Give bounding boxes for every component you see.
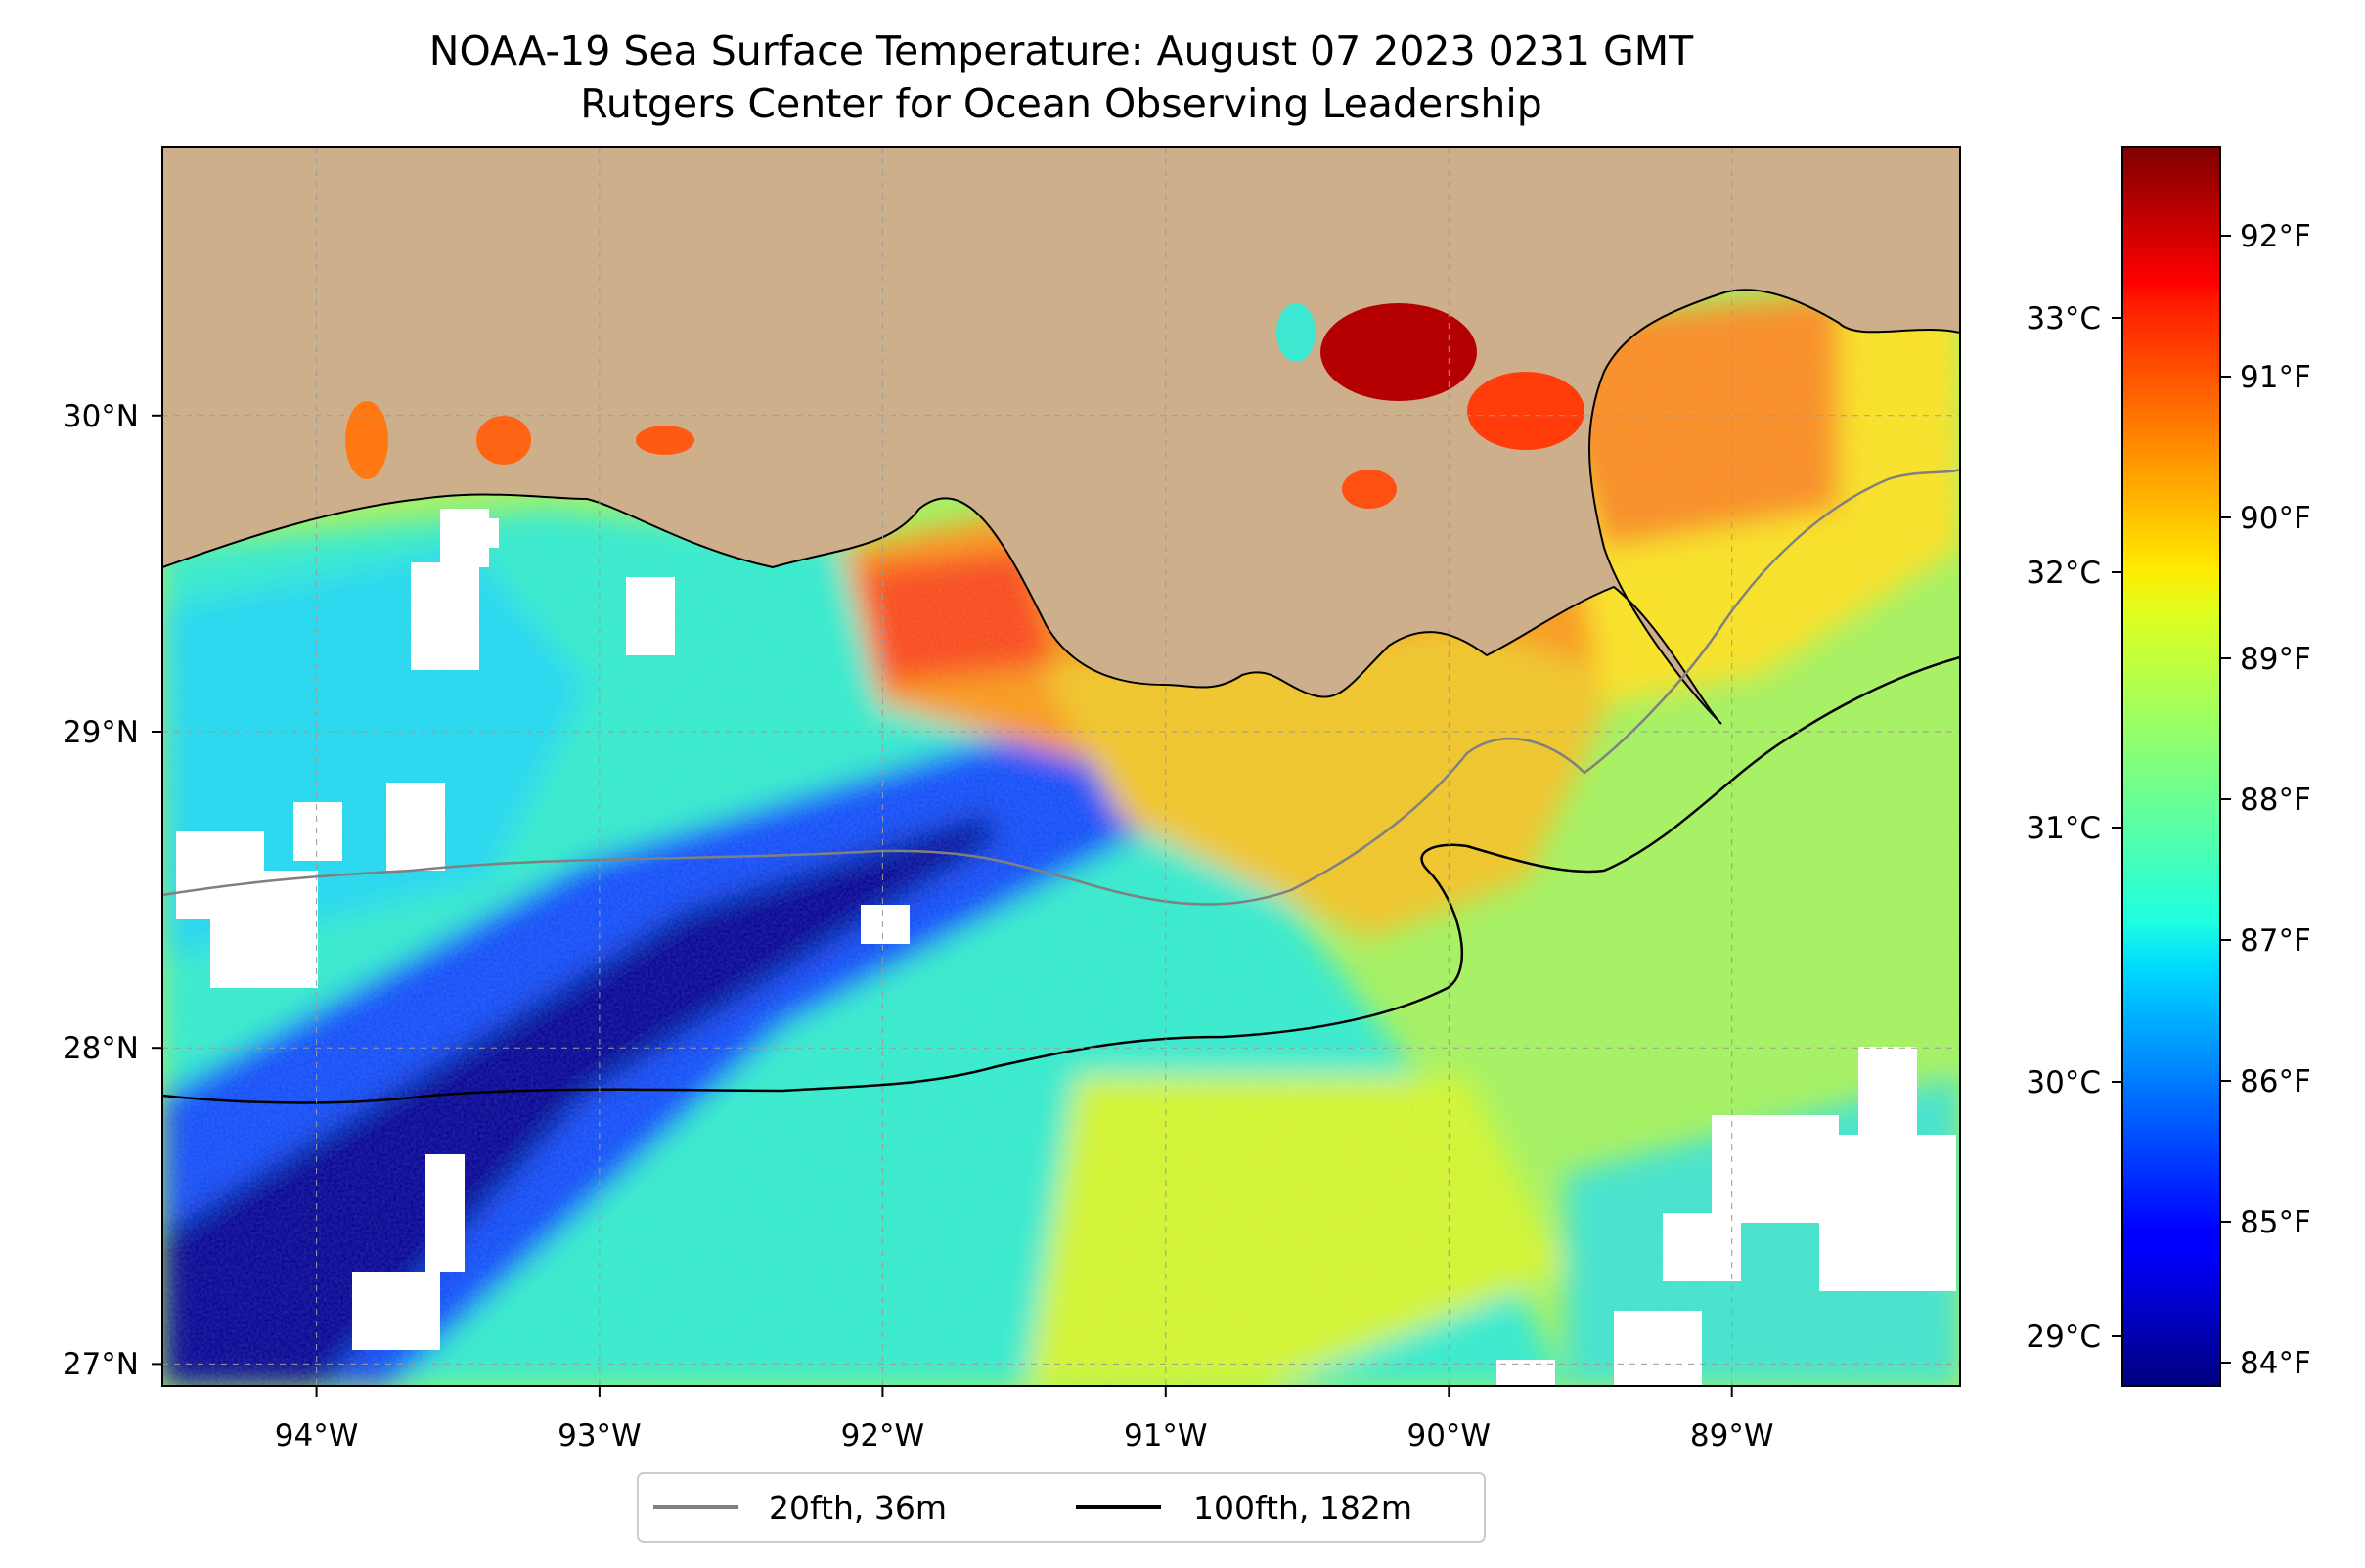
colorbar-c-tick: 30°C: [2026, 1065, 2101, 1100]
isobath-100fth: [162, 655, 1960, 1104]
lat-tick-label: 28°N: [63, 1031, 139, 1066]
colorbar-c-tick: 33°C: [2026, 301, 2101, 336]
colorbar-c-tick: 31°C: [2026, 811, 2101, 846]
colorbar-f-tick: 87°F: [2240, 923, 2311, 959]
map-frame: [161, 146, 1961, 1387]
lat-tick-label: 27°N: [63, 1347, 139, 1382]
colorbar-gradient: [2121, 146, 2221, 1387]
colorbar: 84°F 85°F 86°F 87°F 88°F 89°F 90°F 91°F …: [2026, 146, 2311, 1387]
lon-axis: [315, 1386, 1733, 1397]
lon-tick-label: 89°W: [1690, 1418, 1774, 1454]
colorbar-f-tick: 90°F: [2240, 501, 2311, 536]
colorbar-f-tick: 88°F: [2240, 783, 2311, 818]
colorbar-c-tick: 32°C: [2026, 556, 2101, 591]
land: [162, 147, 1960, 725]
lake-borgne: [1467, 372, 1584, 450]
lon-tick-label: 94°W: [275, 1418, 359, 1454]
colorbar-f-tick: 89°F: [2240, 642, 2311, 677]
colorbar-c-tick: 29°C: [2026, 1320, 2101, 1355]
isobath-20fth: [162, 468, 1960, 906]
cloud-mask: [176, 509, 1956, 1386]
legend-box: [637, 1472, 1486, 1543]
lake-small: [1276, 303, 1316, 362]
lake-grand: [636, 426, 694, 455]
lon-tick-label: 93°W: [558, 1418, 642, 1454]
lat-tick-label: 30°N: [63, 399, 139, 434]
colorbar-f-tick: 92°F: [2240, 219, 2311, 254]
lon-tick-label: 90°W: [1406, 1418, 1491, 1454]
colorbar-f-tick: 86°F: [2240, 1064, 2311, 1099]
title-line-1: NOAA-19 Sea Surface Temperature: August …: [429, 27, 1694, 74]
colorbar-f-tick: 91°F: [2240, 360, 2311, 395]
colorbar-f-tick: 85°F: [2240, 1205, 2311, 1240]
lat-tick-label: 29°N: [63, 715, 139, 750]
legend-label-20fth: 20fth, 36m: [769, 1489, 947, 1527]
lon-tick-label: 92°W: [841, 1418, 925, 1454]
lon-tick-label: 91°W: [1124, 1418, 1208, 1454]
lat-axis: [152, 414, 162, 1366]
lake-maurepas: [1342, 470, 1397, 509]
colorbar-f-tick: 84°F: [2240, 1346, 2311, 1381]
lake-white: [476, 416, 531, 465]
lake-calcasieu: [345, 401, 388, 479]
title-line-2: Rutgers Center for Ocean Observing Leade…: [580, 80, 1542, 127]
legend-label-100fth: 100fth, 182m: [1193, 1489, 1412, 1527]
legend: 20fth, 36m 100fth, 182m: [637, 1472, 1486, 1543]
sst-map: [162, 147, 1960, 1386]
lake-pontchartrain: [1320, 303, 1477, 401]
